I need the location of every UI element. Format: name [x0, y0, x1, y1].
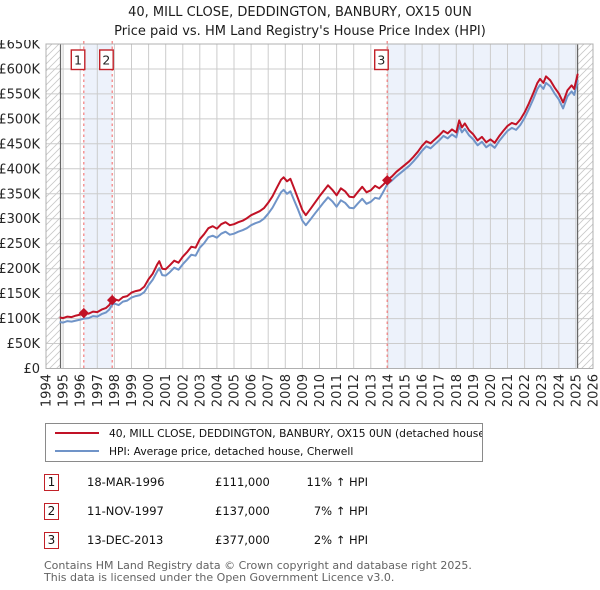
svg-text:1997: 1997: [91, 374, 106, 407]
no-data-hatch: [46, 44, 61, 369]
svg-text:2018: 2018: [450, 374, 465, 407]
hpi-series-line: [59, 79, 579, 324]
sale-flag-box: [374, 49, 389, 71]
sale-vs-hpi: 2% ↑ HPI: [313, 533, 368, 547]
svg-text:£100K: £100K: [0, 312, 40, 327]
svg-text:2002: 2002: [176, 374, 191, 407]
footer-line-1: Contains HM Land Registry data © Crown c…: [44, 559, 472, 572]
svg-text:2021: 2021: [501, 374, 516, 407]
svg-text:2014: 2014: [381, 374, 396, 407]
sale-number-badge: 2: [44, 503, 59, 520]
svg-text:£550K: £550K: [0, 87, 40, 102]
svg-text:2006: 2006: [245, 374, 260, 407]
sale-flag-box: [98, 49, 114, 71]
svg-text:2004: 2004: [210, 374, 225, 407]
svg-text:2012: 2012: [347, 374, 362, 407]
svg-text:2009: 2009: [296, 374, 311, 407]
property-series-line: [59, 73, 579, 320]
svg-text:£150K: £150K: [0, 287, 40, 302]
legend-row-property: 40, MILL CLOSE, DEDDINGTON, BANBURY, OX1…: [46, 424, 482, 442]
svg-text:2008: 2008: [279, 374, 294, 407]
no-data-hatch: [577, 44, 593, 369]
sale-flag-box: [70, 49, 86, 71]
svg-text:2022: 2022: [518, 374, 533, 407]
svg-text:2015: 2015: [399, 374, 414, 407]
price-history-chart: 1 2 3 £0 £50K £100K £150K £200K £250K £300K £350K £…: [0, 40, 600, 407]
svg-text:2001: 2001: [159, 374, 174, 407]
highlight-band: [387, 44, 578, 369]
sale-vs-hpi: 7% ↑ HPI: [313, 504, 368, 518]
svg-text:£300K: £300K: [0, 212, 40, 227]
legend-line-property-icon: [55, 432, 99, 434]
legend-row-hpi: HPI: Average price, detached house, Cher…: [46, 442, 482, 460]
svg-text:2019: 2019: [467, 374, 482, 407]
svg-text:£0: £0: [23, 362, 40, 377]
sale-marker-diamond: [382, 175, 393, 186]
svg-text:£500K: £500K: [0, 112, 40, 127]
legend-line-hpi-icon: [55, 450, 99, 452]
sales-table: 1 18-MAR-1996 £111,000 11% ↑ HPI 2 11-NOV-199…: [44, 474, 464, 566]
sale-flag-number: 1: [74, 53, 82, 68]
sale-marker-diamond: [107, 294, 118, 306]
svg-text:2007: 2007: [262, 374, 277, 407]
svg-text:1995: 1995: [57, 374, 72, 407]
svg-text:1996: 1996: [74, 374, 89, 407]
svg-text:£350K: £350K: [0, 187, 40, 202]
svg-text:2003: 2003: [193, 374, 208, 407]
svg-text:2024: 2024: [552, 374, 567, 407]
sale-number-badge: 3: [44, 532, 59, 549]
svg-text:2011: 2011: [330, 374, 345, 407]
page-title: 40, MILL CLOSE, DEDDINGTON, BANBURY, OX1…: [128, 5, 472, 20]
chart-legend: 40, MILL CLOSE, DEDDINGTON, BANBURY, OX1…: [45, 423, 483, 462]
svg-text:£250K: £250K: [0, 237, 40, 252]
svg-text:2017: 2017: [433, 374, 448, 407]
svg-text:£450K: £450K: [0, 137, 40, 152]
sale-number-badge: 1: [44, 474, 59, 491]
page-subtitle: Price paid vs. HM Land Registry's House …: [114, 24, 486, 39]
legend-label-hpi: HPI: Average price, detached house, Cher…: [109, 444, 354, 458]
svg-text:2026: 2026: [587, 374, 600, 407]
svg-text:£650K: £650K: [0, 40, 40, 53]
svg-text:1999: 1999: [125, 374, 140, 407]
svg-text:£50K: £50K: [7, 337, 41, 352]
svg-text:2000: 2000: [142, 374, 157, 407]
sale-flag-number: 2: [102, 53, 110, 68]
sale-date: 11-NOV-1997: [87, 504, 164, 518]
svg-text:2013: 2013: [364, 374, 379, 407]
legend-label-property: 40, MILL CLOSE, DEDDINGTON, BANBURY, OX1…: [109, 426, 483, 440]
sale-price: £111,000: [215, 475, 270, 489]
sale-marker-diamond: [78, 307, 89, 319]
svg-text:2016: 2016: [416, 374, 431, 407]
sale-vs-hpi: 11% ↑ HPI: [306, 475, 368, 489]
sale-row-2: 2 11-NOV-1997 £137,000 7% ↑ HPI: [44, 503, 464, 521]
svg-text:2023: 2023: [535, 374, 550, 407]
sale-flag-number: 3: [377, 53, 385, 68]
highlight-band: [83, 44, 113, 369]
sale-row-3: 3 13-DEC-2013 £377,000 2% ↑ HPI: [44, 532, 464, 550]
sale-date: 18-MAR-1996: [87, 475, 165, 489]
copyright-footer: Contains HM Land Registry data © Crown c…: [44, 560, 594, 583]
svg-text:2010: 2010: [313, 374, 328, 407]
svg-text:£200K: £200K: [0, 262, 40, 277]
svg-text:2020: 2020: [484, 374, 499, 407]
svg-text:2025: 2025: [569, 374, 584, 407]
footer-line-2: This data is licensed under the Open Gov…: [44, 570, 395, 584]
svg-text:1994: 1994: [40, 374, 55, 407]
sale-date: 13-DEC-2013: [87, 533, 164, 547]
svg-text:£400K: £400K: [0, 162, 40, 177]
sale-price: £377,000: [215, 533, 270, 547]
sale-price: £137,000: [215, 504, 270, 518]
sale-row-1: 1 18-MAR-1996 £111,000 11% ↑ HPI: [44, 474, 464, 492]
svg-text:£600K: £600K: [0, 63, 40, 78]
svg-text:1998: 1998: [108, 374, 123, 407]
svg-text:2005: 2005: [228, 374, 243, 407]
